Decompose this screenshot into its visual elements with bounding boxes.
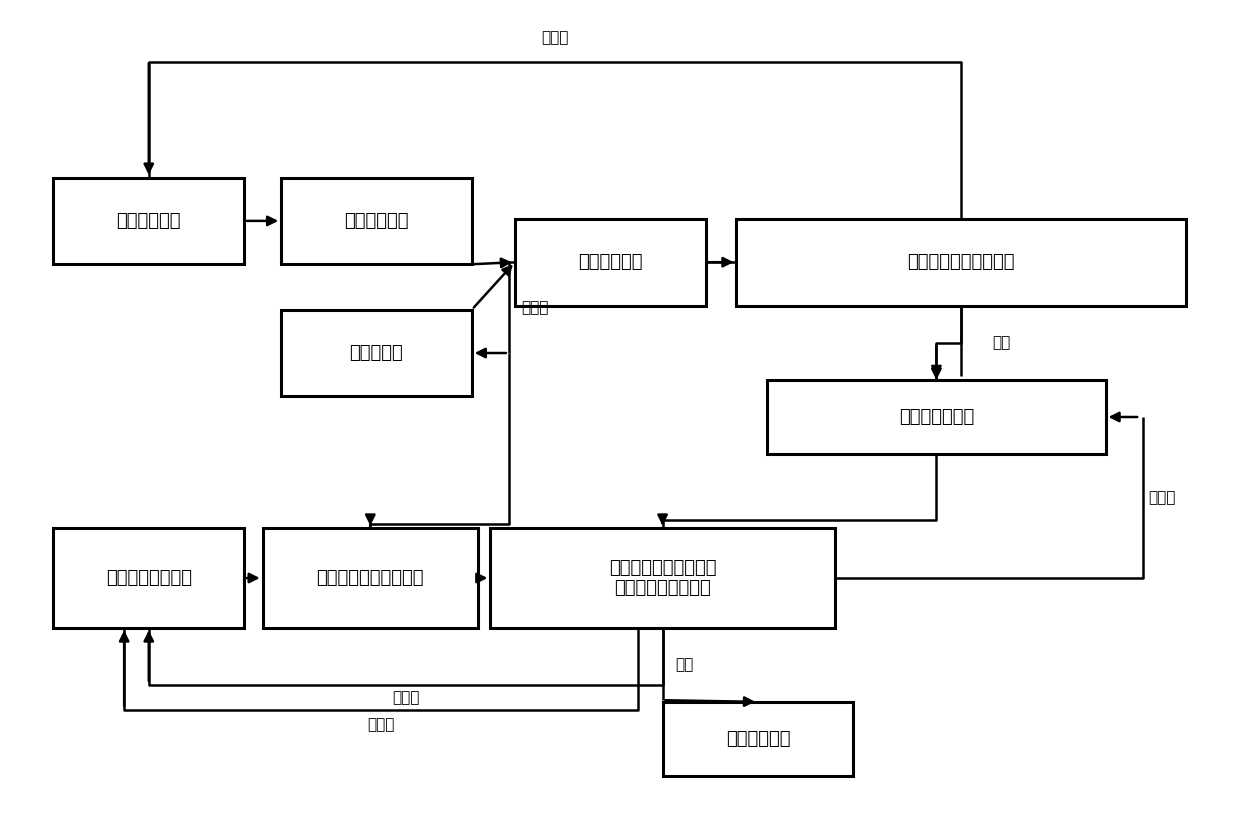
Text: 判定燃烧系统是否稳定: 判定燃烧系统是否稳定 — [907, 254, 1015, 271]
Bar — [767, 379, 1105, 455]
Bar — [53, 178, 244, 264]
Text: 确定初步结构: 确定初步结构 — [116, 212, 181, 230]
Text: 不一致: 不一致 — [368, 717, 395, 732]
Bar — [491, 529, 835, 627]
Bar — [663, 702, 854, 776]
Text: 不一致: 不一致 — [392, 691, 419, 706]
Text: 求解波动方程: 求解波动方程 — [579, 254, 643, 271]
Bar — [515, 219, 706, 305]
Text: 不一致: 不一致 — [1149, 490, 1176, 505]
Text: 稳定: 稳定 — [991, 335, 1010, 350]
Text: 输出最终结构: 输出最终结构 — [726, 730, 790, 748]
Text: 设计喷嘴出口型面: 设计喷嘴出口型面 — [105, 569, 192, 587]
Text: 不稳定: 不稳定 — [541, 30, 569, 45]
Bar — [281, 178, 472, 264]
Bar — [263, 529, 478, 627]
Text: 提取声学边界: 提取声学边界 — [344, 212, 409, 230]
Text: 提取对应的火焰面信息: 提取对应的火焰面信息 — [316, 569, 424, 587]
Text: 一致: 一致 — [675, 657, 693, 672]
Bar — [281, 309, 472, 396]
Text: 输出火焰面信息: 输出火焰面信息 — [898, 408, 974, 426]
Text: 比较输出的火焰面信息
和对应的火焰面信息: 比较输出的火焰面信息 和对应的火焰面信息 — [608, 559, 716, 597]
Bar — [53, 529, 244, 627]
Text: 不稳定: 不稳定 — [522, 300, 549, 315]
Text: 设计火焰面: 设计火焰面 — [349, 344, 404, 362]
Bar — [736, 219, 1186, 305]
